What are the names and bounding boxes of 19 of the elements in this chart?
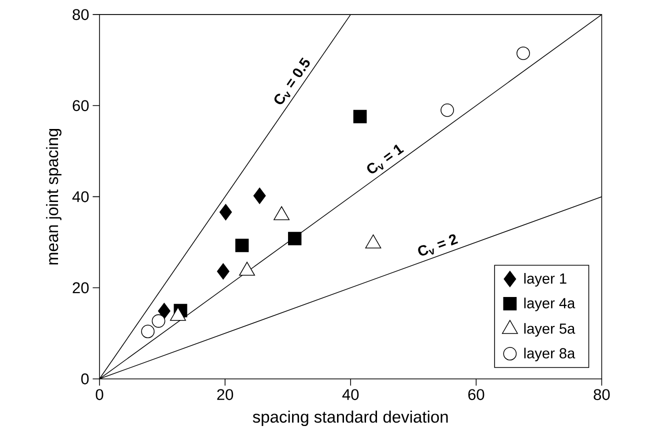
y-tick-label: 40 [72,191,89,202]
x-tick-label: 0 [96,389,104,400]
x-axis-title: spacing standard deviation [252,410,448,426]
legend-label: layer 5a [524,323,576,337]
legend-label: layer 8a [524,348,576,362]
text: C$_{v}$ = 1 [367,144,404,174]
y-tick-label: 20 [72,282,89,294]
x-tick-label: 80 [594,389,610,400]
y-tick-label: 0 [81,373,89,384]
text: C$_{v}$ = 2 [418,234,458,256]
legend-label: layer 4a [524,298,576,312]
x-tick-label: 60 [468,389,484,400]
x-tick-label: 40 [342,389,359,400]
x-tick-label: 20 [217,389,234,400]
legend-label: layer 1 [524,273,566,287]
text: C$_{v}$ = 0.5 [274,58,310,104]
y-axis-title: mean joint spacing [46,129,62,265]
y-tick-label: 60 [72,100,89,112]
y-tick-label: 80 [72,9,89,20]
